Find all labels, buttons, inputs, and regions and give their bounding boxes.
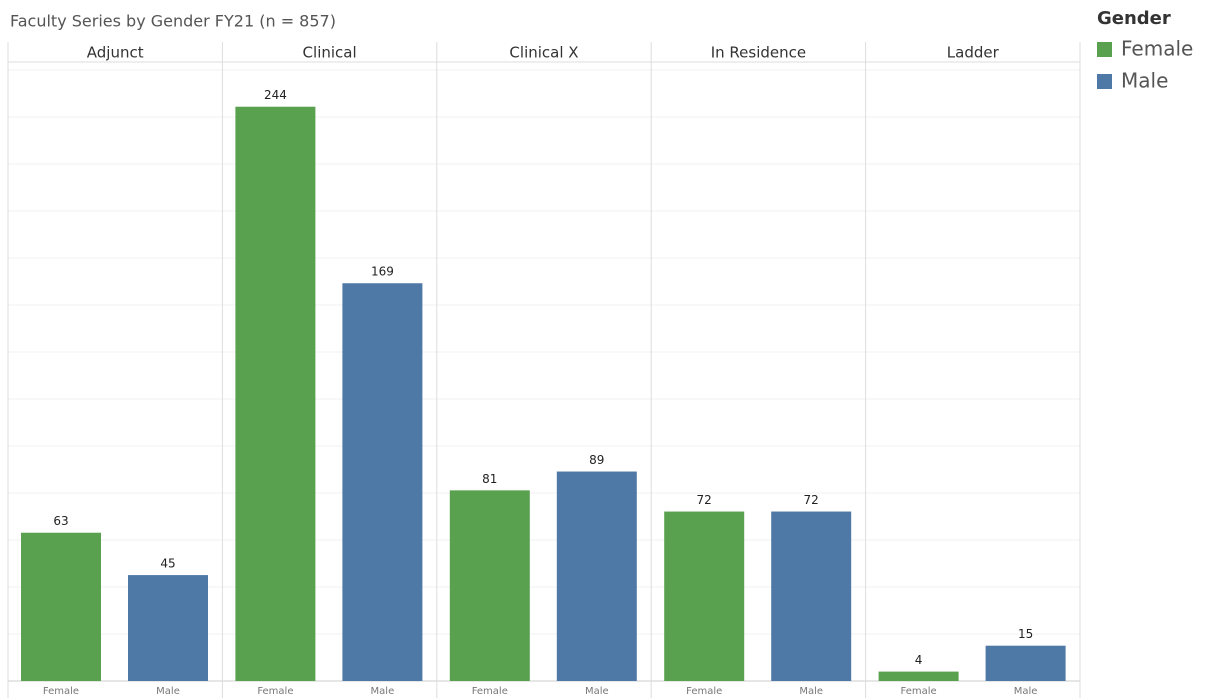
legend-swatch: [1097, 74, 1112, 89]
x-tick-label: Male: [799, 686, 823, 697]
bar: [878, 671, 959, 681]
x-tick-label: Female: [257, 686, 293, 697]
panel-header: Clinical X: [509, 44, 578, 62]
panel-header: In Residence: [711, 44, 806, 62]
value-label: 81: [482, 472, 497, 486]
value-label: 45: [160, 557, 175, 571]
x-tick-label: Male: [1014, 686, 1038, 697]
value-label: 15: [1018, 627, 1033, 641]
value-label: 72: [804, 493, 819, 507]
value-label: 63: [53, 514, 68, 528]
legend-label: Female: [1121, 37, 1193, 61]
x-tick-label: Female: [901, 686, 937, 697]
value-label: 72: [697, 493, 712, 507]
bar: [556, 471, 637, 681]
x-tick-label: Female: [43, 686, 79, 697]
panel-header: Adjunct: [87, 44, 144, 62]
legend-swatch: [1097, 42, 1112, 57]
x-tick-label: Female: [472, 686, 508, 697]
bar: [342, 283, 423, 681]
chart-title: Faculty Series by Gender FY21 (n = 857): [10, 12, 336, 31]
bar: [449, 490, 530, 681]
bar: [664, 511, 745, 681]
bar: [21, 532, 101, 681]
x-tick-label: Male: [585, 686, 609, 697]
bar: [235, 106, 316, 681]
legend-title: Gender: [1097, 8, 1171, 29]
bar: [128, 575, 208, 681]
bar: [985, 645, 1066, 681]
bar: [771, 511, 852, 681]
x-tick-label: Male: [156, 686, 180, 697]
value-label: 4: [915, 653, 923, 667]
value-label: 89: [589, 453, 604, 467]
value-label: 169: [371, 265, 394, 279]
panel-header: Ladder: [947, 44, 1000, 62]
legend-label: Male: [1121, 69, 1168, 93]
value-label: 244: [264, 88, 287, 102]
x-tick-label: Female: [686, 686, 722, 697]
x-tick-label: Male: [371, 686, 395, 697]
panel-header: Clinical: [303, 44, 357, 62]
